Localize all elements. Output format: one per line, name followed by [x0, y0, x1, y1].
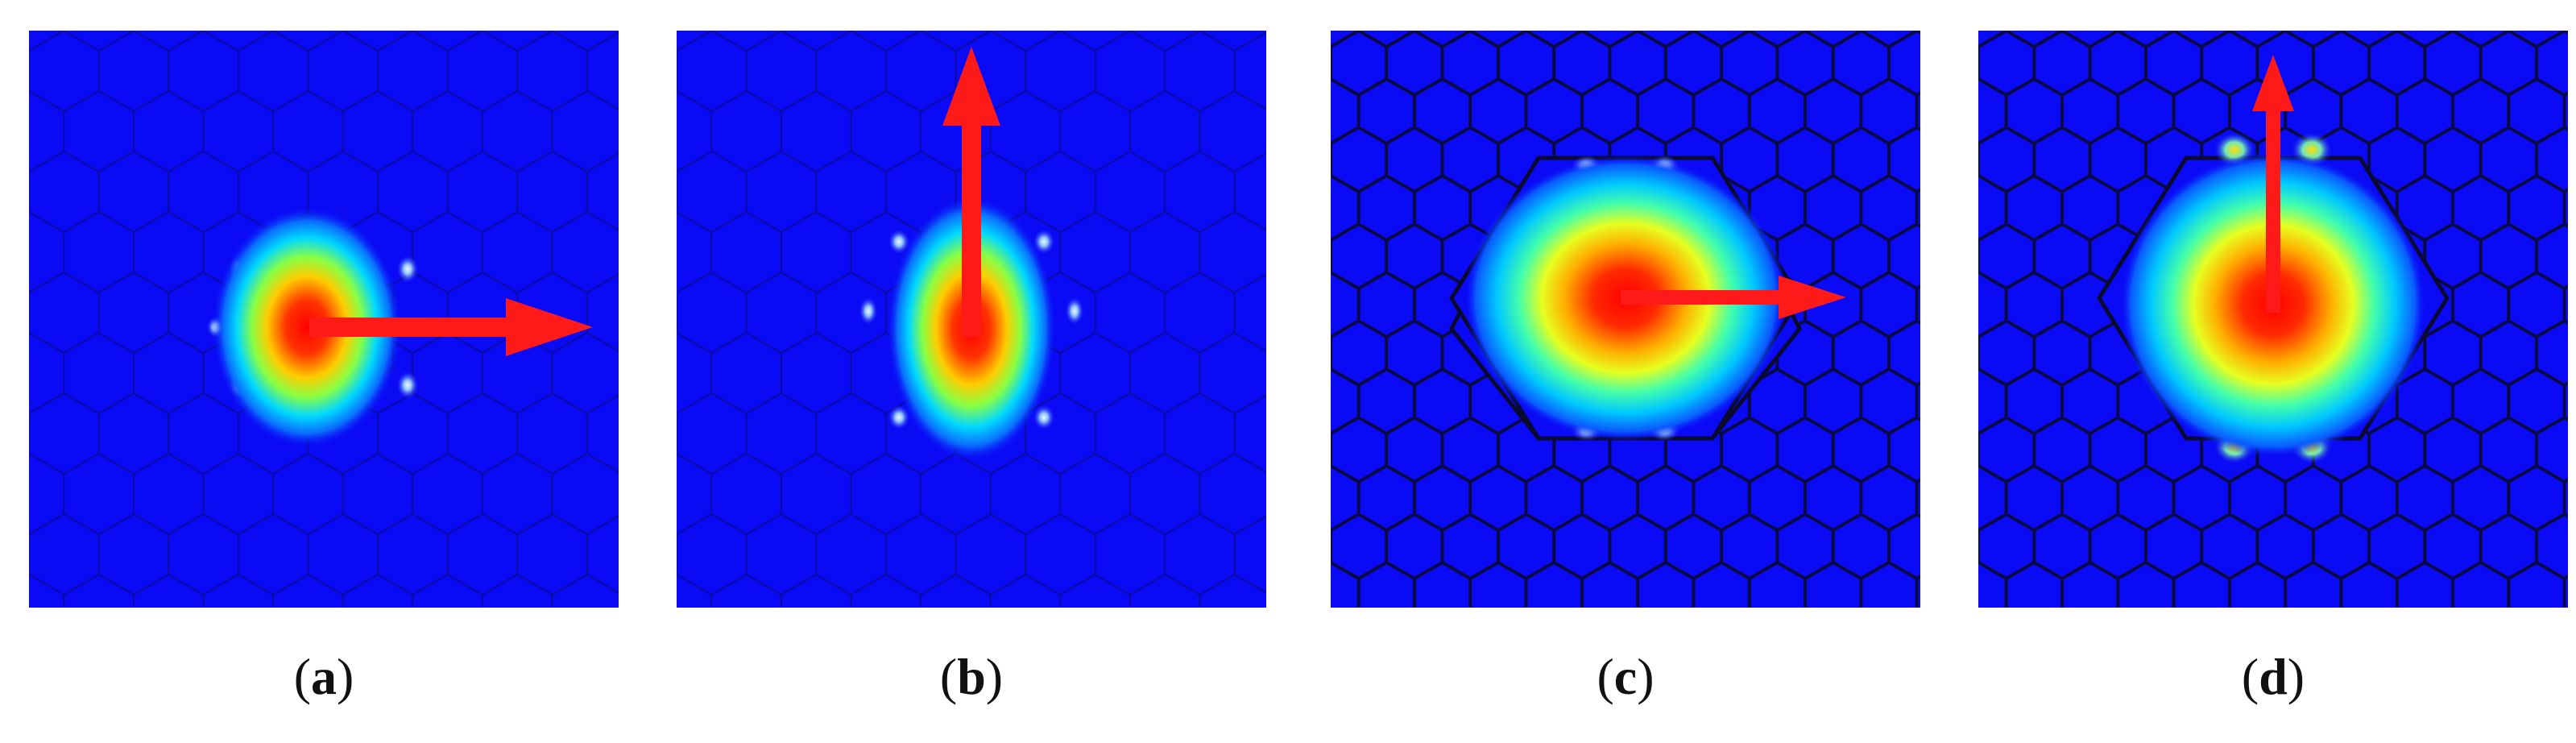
side-lobe: [1033, 405, 1055, 430]
polarization-arrow-up: [2252, 55, 2294, 313]
mode-field-plot-b: [677, 31, 1266, 608]
side-lobe: [396, 255, 419, 284]
panel-c: [1331, 31, 1920, 608]
caption-d: (d): [2241, 648, 2305, 705]
mode-field-plot-a: [29, 31, 619, 608]
mode-field-plot-c: [1331, 31, 1920, 608]
panel-b: [677, 31, 1266, 608]
panel-d: [1978, 31, 2568, 608]
side-lobe: [396, 371, 419, 400]
polarization-arrow-right: [309, 298, 593, 356]
caption-a: (a): [293, 648, 354, 705]
side-lobe: [1065, 297, 1084, 326]
polarization-arrow-right: [1621, 276, 1846, 319]
side-lobe: [859, 297, 878, 326]
panel-a: [29, 31, 619, 608]
polarization-arrow-up: [942, 47, 1000, 337]
caption-c: (c): [1597, 648, 1655, 705]
side-lobe: [888, 405, 910, 430]
caption-b: (b): [939, 648, 1004, 705]
mode-field-plot-d: [1978, 31, 2568, 608]
mode-field-core: [212, 206, 402, 448]
